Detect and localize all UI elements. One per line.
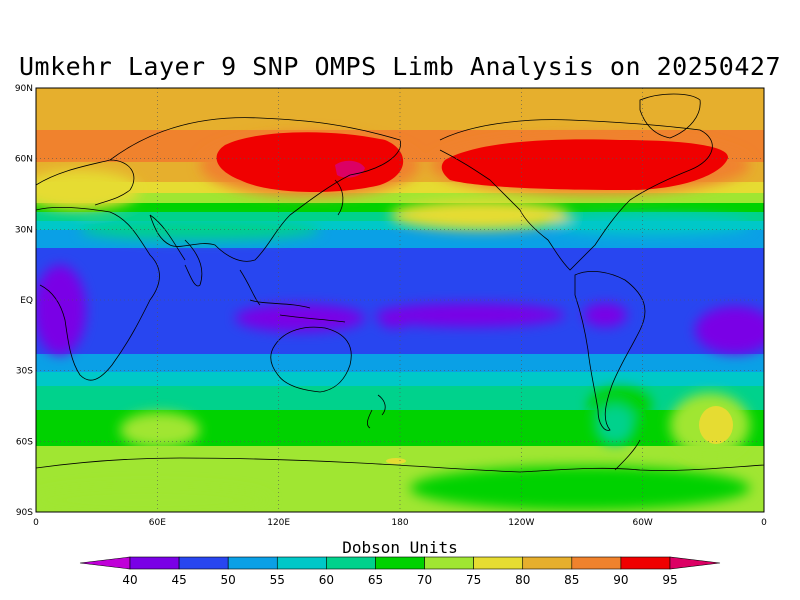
lon-tick-label: 180: [391, 518, 408, 528]
lon-tick-label: 60W: [632, 518, 652, 528]
lon-tick-label: 60E: [149, 518, 166, 528]
lon-tick-label: 0: [761, 518, 767, 528]
colorbar-level-label: 40: [122, 573, 137, 587]
lon-tick-label: 120E: [267, 518, 290, 528]
lat-tick-label: 90S: [16, 508, 33, 518]
colorbar-swatch: [571, 556, 622, 570]
lat-tick-label: 30N: [15, 225, 33, 235]
latitude-tick-labels: 90N 60N 30N EQ 30S 60S 90S: [15, 84, 33, 518]
lon-tick-label: 120W: [508, 518, 534, 528]
lat-tick-label: 30S: [16, 367, 33, 377]
grid-lines: [36, 88, 764, 512]
lat-tick-label: 60N: [15, 155, 33, 165]
colorbar-level-label: 50: [221, 573, 236, 587]
colorbar-swatch: [276, 556, 327, 570]
longitude-tick-labels: 0 60E 120E 180 120W 60W 0: [33, 518, 767, 528]
colorbar-swatch: [424, 556, 474, 570]
colorbar-title: Dobson Units: [342, 538, 458, 557]
colorbar-swatch: [129, 556, 180, 570]
colorbar-level-label: 65: [368, 573, 383, 587]
colorbar-max-arrow: [669, 556, 721, 570]
colorbar-level-label: 75: [466, 573, 481, 587]
colorbar-swatch: [227, 556, 278, 570]
colorbar-min-arrow: [79, 556, 131, 570]
colorbar-labels: 40 45 50 55 60 65 70 75 80 85 90 95: [122, 573, 677, 587]
map-title: Umkehr Layer 9 SNP OMPS Limb Analysis on…: [18, 52, 781, 81]
coastlines: [36, 93, 764, 473]
colorbar: [79, 556, 721, 570]
colorbar-level-label: 80: [515, 573, 530, 587]
colorbar-level-label: 90: [613, 573, 628, 587]
lat-tick-label: 60S: [16, 437, 33, 447]
colorbar-swatch: [326, 556, 376, 570]
colorbar-level-label: 85: [564, 573, 579, 587]
colorbar-swatch: [473, 556, 524, 570]
colorbar-level-label: 60: [319, 573, 334, 587]
lon-tick-label: 0: [33, 518, 39, 528]
colorbar-level-label: 70: [417, 573, 432, 587]
colorbar-swatch: [620, 556, 671, 570]
colorbar-swatch: [375, 556, 425, 570]
ozone-field: [36, 88, 764, 512]
colorbar-level-label: 95: [662, 573, 677, 587]
map-frame: [35, 87, 765, 513]
colorbar-swatch: [522, 556, 573, 570]
lat-tick-label: 90N: [15, 84, 33, 94]
colorbar-level-label: 55: [270, 573, 285, 587]
colorbar-level-label: 45: [171, 573, 186, 587]
colorbar-swatch: [178, 556, 229, 570]
lat-tick-label: EQ: [20, 296, 33, 306]
